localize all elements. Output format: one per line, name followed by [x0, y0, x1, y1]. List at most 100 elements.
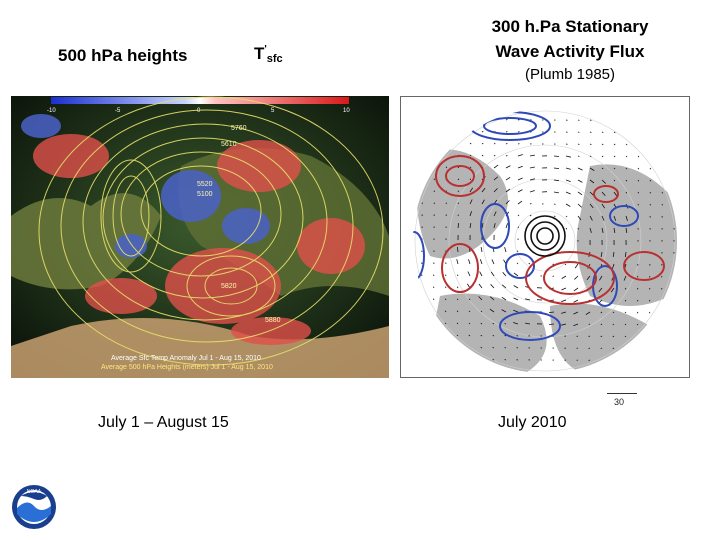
flux-arrow	[623, 275, 627, 281]
flux-arrow	[493, 211, 497, 217]
flux-arrow	[469, 178, 472, 181]
flux-arrow	[517, 177, 523, 181]
flux-arrow	[624, 287, 627, 290]
flux-arrow	[504, 335, 507, 337]
contour-label: 5610	[221, 141, 237, 148]
flux-arrow	[456, 334, 459, 337]
flux-arrow	[565, 203, 571, 207]
flux-arrow	[468, 334, 471, 337]
flux-arrow	[505, 176, 511, 181]
flux-arrow	[493, 188, 498, 193]
left-panel-title: 500 hPa heights	[58, 46, 188, 65]
flux-arrow	[456, 286, 459, 289]
flux-arrow	[456, 322, 459, 325]
right-caption: July 2010	[498, 414, 567, 431]
contour-label: 5760	[231, 125, 247, 132]
contour-label: 5880	[265, 317, 281, 324]
flux-arrow	[613, 131, 616, 134]
flux-arrow	[576, 335, 579, 337]
flux-arrow	[601, 155, 604, 158]
flux-arrow	[565, 167, 571, 170]
flux-arrow	[637, 203, 639, 206]
flux-arrow	[528, 262, 531, 265]
flux-arrow	[574, 275, 579, 280]
flux-arrow	[589, 119, 592, 121]
colorbar-tick: -5	[115, 108, 121, 114]
right-title-line2: Wave Activity Flux	[495, 42, 645, 61]
flux-arrow	[469, 211, 472, 217]
flux-arrow	[648, 311, 651, 314]
flux-arrow	[553, 215, 556, 217]
flux-arrow	[493, 154, 496, 157]
flux-arrow	[637, 167, 640, 170]
flux-arrow	[565, 191, 571, 195]
map-footer: Average Sfc Temp Anomaly Jul 1 - Aug 15,…	[101, 355, 273, 371]
flux-arrow	[601, 227, 604, 233]
flux-arrow	[529, 203, 532, 205]
flux-arrow	[481, 223, 484, 229]
flux-arrow	[504, 347, 507, 349]
flux-arrow	[637, 191, 640, 194]
flux-arrow	[481, 199, 485, 205]
flux-arrow	[577, 143, 580, 145]
flux-arrow	[613, 179, 616, 182]
flux-arrow	[598, 287, 603, 293]
flux-arrow	[513, 322, 519, 325]
flux-arrow	[529, 178, 535, 181]
flux-arrow	[601, 203, 606, 209]
flux-arrow	[552, 263, 555, 265]
flux-arrow	[505, 188, 511, 193]
flux-arrow	[636, 299, 639, 302]
flux-arrow	[613, 143, 616, 146]
flux-arrow	[553, 155, 560, 157]
flux-arrow	[489, 296, 495, 301]
flux-arrow	[445, 166, 448, 169]
flux-arrow	[469, 187, 474, 193]
left-anomaly-map: -10 -5 0 5 10 5760 5610 5520 5100 5820 5…	[11, 96, 389, 378]
flux-arrow	[517, 189, 523, 193]
flux-arrow	[480, 346, 483, 349]
footer-line-temp: Average Sfc Temp Anomaly Jul 1 - Aug 15,…	[111, 355, 261, 362]
flux-arrow	[624, 323, 627, 326]
flux-arrow	[548, 311, 555, 313]
flux-arrow	[601, 215, 605, 221]
flux-arrow	[612, 251, 615, 257]
flux-arrow	[529, 214, 532, 217]
flux-arrow	[445, 274, 447, 277]
flux-arrow	[529, 154, 535, 157]
flux-arrow	[501, 296, 507, 301]
flux-arrow	[444, 322, 447, 325]
flux-arrow	[561, 275, 567, 279]
flux-arrow	[610, 287, 615, 293]
flux-arrow	[613, 167, 616, 170]
scale-label: 30	[614, 397, 625, 407]
flux-arrow	[480, 334, 483, 337]
flux-arrow	[433, 286, 435, 289]
flux-arrow	[612, 263, 615, 269]
flux-arrow	[649, 287, 651, 290]
flux-arrow	[505, 143, 508, 145]
flux-arrow	[625, 215, 628, 221]
svg-text:NOAA: NOAA	[27, 489, 42, 495]
flux-arrow	[481, 187, 486, 193]
height-contours	[38, 96, 384, 366]
flux-arrow	[600, 335, 603, 338]
flux-arrow	[481, 142, 484, 145]
flux-arrow	[457, 223, 460, 229]
tsfc-subscript: sfc	[266, 53, 283, 65]
flux-arrow	[457, 202, 459, 205]
flux-arrow	[649, 167, 652, 170]
flux-arrow	[490, 284, 495, 289]
flux-arrow	[493, 164, 499, 169]
flux-arrow	[577, 191, 583, 196]
flux-arrow	[517, 200, 523, 205]
graticule	[414, 110, 676, 372]
flux-arrow	[513, 297, 519, 301]
flux-arrow	[456, 310, 459, 313]
flux-arrow	[468, 310, 471, 313]
flux-arrow	[589, 215, 593, 221]
flux-arrow	[613, 155, 616, 158]
flux-arrow	[457, 166, 460, 169]
flux-arrow	[625, 227, 628, 233]
flux-arrow	[467, 271, 471, 277]
